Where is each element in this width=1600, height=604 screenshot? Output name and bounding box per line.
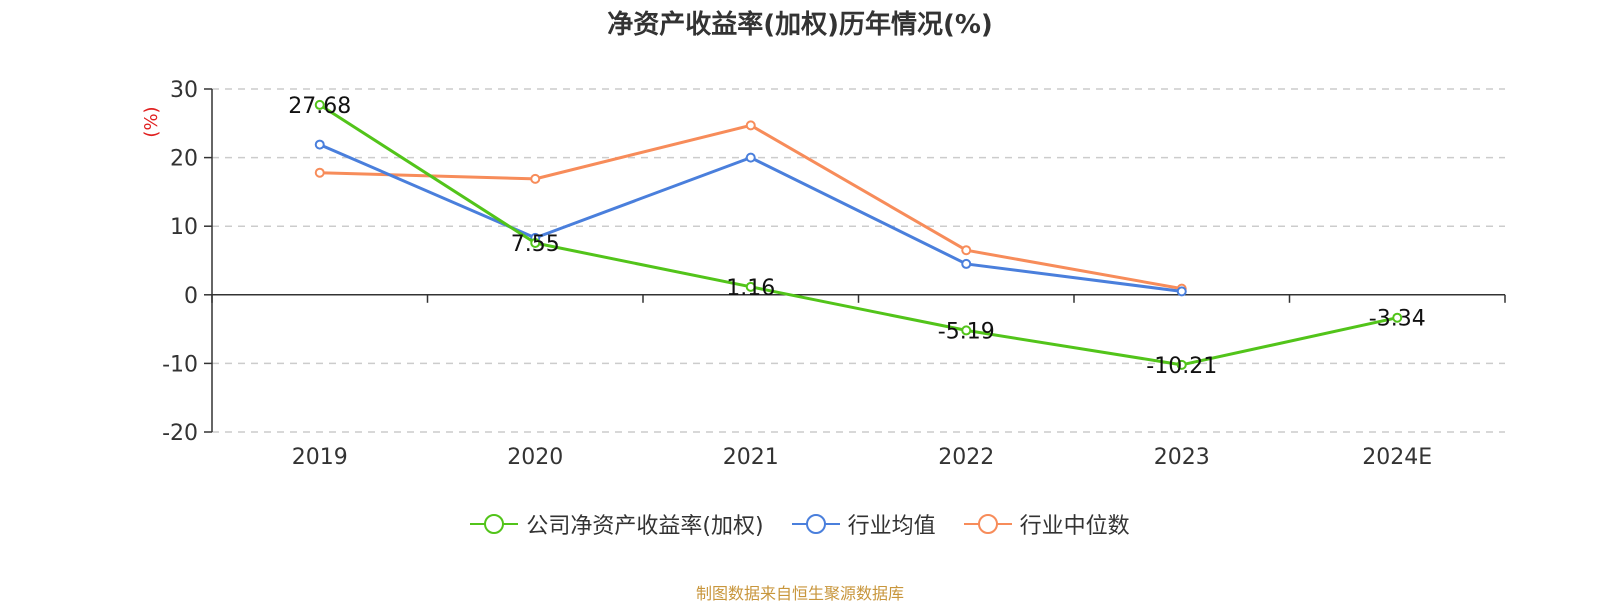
data-point [745, 281, 756, 292]
data-point [1176, 286, 1187, 297]
y-tick-label: -10 [162, 352, 198, 377]
data-point [745, 152, 756, 163]
data-label: -3.34 [1369, 307, 1426, 332]
data-point [961, 325, 972, 336]
legend-label: 行业均值 [847, 514, 936, 539]
legend-label: 公司净资产收益率(加权) [526, 514, 764, 539]
legend-line-circle-icon [470, 514, 519, 534]
x-tick-label: 2021 [723, 445, 779, 470]
data-point [530, 238, 541, 249]
x-tick-label: 2019 [292, 445, 348, 470]
y-tick-label: 10 [170, 215, 198, 240]
data-point [745, 120, 756, 131]
data-point [314, 139, 325, 150]
series-line [319, 143, 1182, 293]
y-tick-label: 0 [184, 284, 198, 309]
data-point [530, 173, 541, 184]
x-tick-label: 2023 [1154, 445, 1210, 470]
data-label: 27.68 [288, 94, 351, 119]
x-tick-label: 2022 [938, 445, 994, 470]
legend-label: 行业中位数 [1019, 514, 1130, 539]
legend-item-industry-mean[interactable]: 行业均值 [791, 508, 936, 540]
y-tick-label: -20 [162, 421, 198, 446]
x-tick-label: 2024E [1362, 445, 1432, 470]
y-tick-label: 30 [170, 78, 198, 103]
x-tick-label: 2020 [507, 445, 563, 470]
data-source-note: 制图数据来自恒生聚源数据库 [695, 584, 904, 603]
legend-item-industry-median[interactable]: 行业中位数 [963, 508, 1130, 540]
data-label: 7.55 [511, 232, 560, 257]
data-label: -10.21 [1146, 354, 1217, 379]
data-point [314, 99, 325, 110]
data-label: -5.19 [938, 319, 995, 344]
legend-line-circle-icon [963, 514, 1012, 534]
chart-legend: 公司净资产收益率(加权) 行业均值 行业中位数 [0, 508, 1600, 540]
y-tick-label: 20 [170, 147, 198, 172]
series-line [319, 123, 1183, 291]
series-line [318, 103, 1398, 367]
data-point [961, 258, 972, 269]
data-point [961, 245, 972, 256]
data-point [314, 167, 325, 178]
data-point [1176, 359, 1187, 370]
chart-title: 净资产收益率(加权)历年情况(%) [607, 10, 993, 40]
data-point [1392, 312, 1403, 323]
legend-line-circle-icon [791, 514, 840, 534]
legend-item-company-roe[interactable]: 公司净资产收益率(加权) [470, 508, 764, 540]
y-axis-label: (%) [141, 106, 162, 137]
data-label: 1.16 [726, 276, 775, 301]
